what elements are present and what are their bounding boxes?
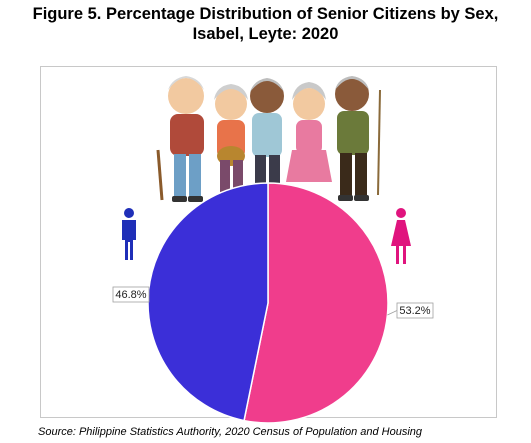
pie-slice-2 <box>147 182 269 422</box>
senior-person-5 <box>335 76 381 201</box>
pie-label-box-2 <box>112 286 150 303</box>
senior-person-2 <box>214 84 248 192</box>
source-note: Source: Philippine Statistics Authority,… <box>38 426 423 438</box>
pie-slices <box>147 182 389 424</box>
pie-labels: 53.2% 46.8% <box>112 286 434 319</box>
pie-leader-line-1 <box>387 310 398 316</box>
pie-label-1: 53.2% <box>399 305 430 317</box>
senior-person-4 <box>286 82 332 182</box>
chart-title-line-1: Figure 5. Percentage Distribution of Sen… <box>32 5 499 23</box>
pie-label-box-1 <box>396 302 434 319</box>
senior-citizens-illustration <box>156 76 381 202</box>
pie-slice-1 <box>243 182 389 424</box>
chart-title-line-2: Isabel, Leyte: 2020 <box>192 25 339 43</box>
senior-person-1 <box>156 76 204 202</box>
pie-label-2: 46.8% <box>115 289 146 301</box>
senior-person-3 <box>250 78 284 185</box>
chart-title: Figure 5. Percentage Distribution of Sen… <box>0 4 531 44</box>
male-icon <box>122 208 136 260</box>
female-icon <box>391 208 411 264</box>
